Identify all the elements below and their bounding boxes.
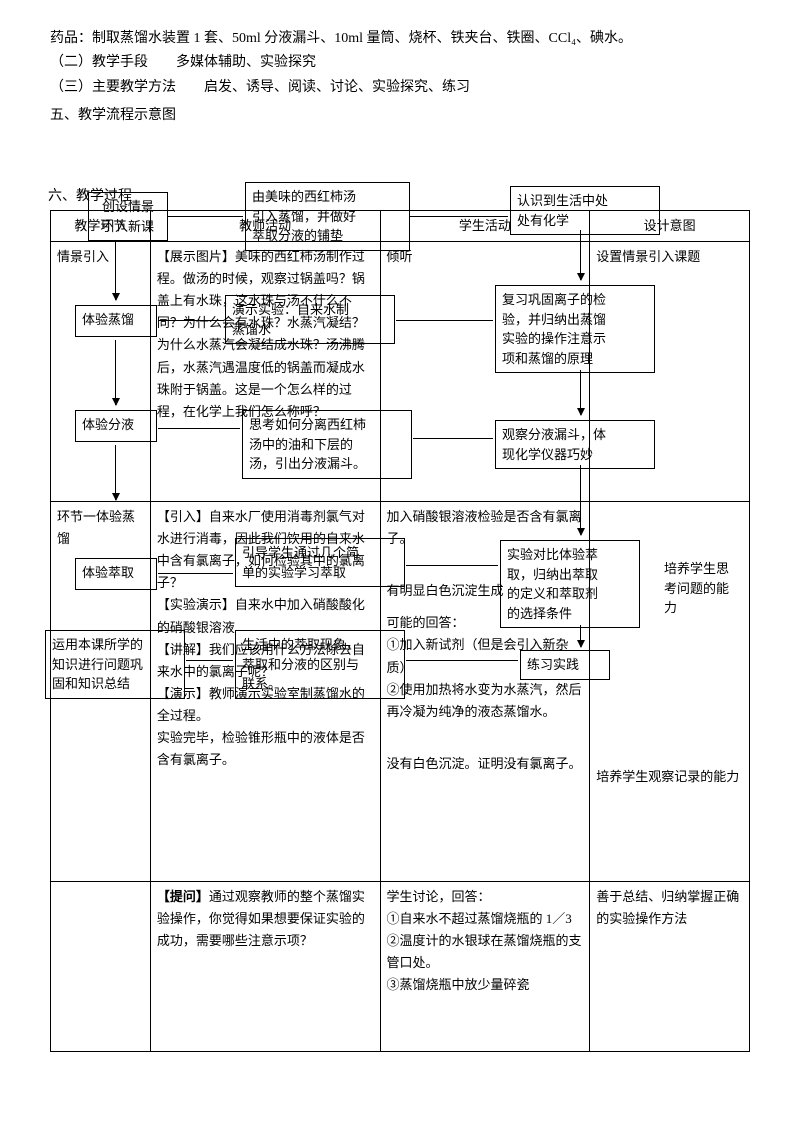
arrow-3: [115, 445, 116, 500]
flow-box-life-chem: 认识到生活中处 处有化学: [510, 186, 660, 235]
flow-box-tomato: 由美味的西红柿汤 引入蒸馏，并做好 萃取分液的铺垫: [245, 182, 410, 251]
flow-r3c: 的定义和萃取剂: [507, 584, 633, 604]
flow-m3b: 单的实验学习萃取: [242, 563, 398, 583]
hline-3: [158, 320, 223, 321]
flow-m2b: 汤中的油和下层的: [249, 435, 405, 455]
flow-m3a: 引导学生通过几个简: [242, 543, 398, 563]
intent-2: 培养学生观察记录的能力: [596, 766, 743, 788]
flow-r3b: 取，归纳出萃取: [507, 565, 633, 585]
flow-n1b: 引入新课: [95, 217, 161, 237]
cell-intent-3: 善于总结、归纳掌握正确的实验操作方法: [590, 882, 750, 1052]
arrow-2: [115, 340, 116, 405]
hline-6: [413, 438, 493, 439]
student-3d: ③蒸馏烧瓶中放少量碎瓷: [387, 974, 584, 996]
flow-r1b: 验，并归纳出蒸馏: [502, 310, 648, 330]
materials-line: 药品：制取蒸馏水装置 1 套、50ml 分液漏斗、10ml 量筒、烧杯、铁夹台、…: [50, 28, 750, 50]
flow-box-review-ion: 复习巩固离子的检 验，并归纳出蒸馏 实验的操作注意示 项和蒸馏的原理: [495, 285, 655, 373]
student-3c: ②温度计的水银球在蒸馏烧瓶的支管口处。: [387, 930, 584, 974]
flow-b4b: 知识进行问题巩: [52, 655, 178, 675]
cell-phase-empty: [51, 882, 151, 1052]
flow-m1b: 蒸馏水: [232, 320, 388, 340]
flow-r3x2: 考问题的能: [664, 579, 747, 599]
flow-m2c: 汤，引出分液漏斗。: [249, 454, 405, 474]
flow-box-guide-extract: 引导学生通过几个简 单的实验学习萃取: [235, 538, 405, 587]
cell-student-3: 学生讨论，回答： ①自来水不超过蒸馏烧瓶的 1／3 ②温度计的水银球在蒸馏烧瓶的…: [380, 882, 590, 1052]
flow-r3a: 实验对比体验萃: [507, 545, 633, 565]
flow-n2a: 由美味的西红柿汤: [252, 187, 403, 207]
hline-7: [158, 573, 233, 574]
flow-r2b: 现化学仪器巧妙: [502, 445, 648, 465]
flow-box-distill: 体验蒸馏: [75, 305, 157, 337]
flow-r1d: 项和蒸馏的原理: [502, 349, 648, 369]
arrow-r3: [580, 465, 581, 535]
flow-box-observe-funnel: 观察分液漏斗，体 现化学仪器巧妙: [495, 420, 655, 469]
flow-n2b: 引入蒸馏，并做好: [252, 207, 403, 227]
flow-box-demo-distill: 演示实验：自来水制 蒸馏水: [225, 295, 395, 344]
teacher-2e: 实验完毕，检验锥形瓶中的液体是否含有氯离子。: [157, 727, 374, 771]
flow-m4c: 联系。: [242, 674, 398, 694]
hline-9: [186, 660, 233, 661]
flow-box-compare-extract: 实验对比体验萃 取，归纳出萃取 的定义和萃取剂 的选择条件: [500, 540, 640, 628]
flow-box-think-sep: 思考如何分离西红柿 汤中的油和下层的 汤，引出分液漏斗。: [242, 410, 412, 479]
teaching-methods: （三）主要教学方法 启发、诱导、阅读、讨论、实验探究、练习: [50, 77, 750, 99]
flow-r3x1: 培养学生思: [664, 559, 747, 579]
hline-4: [396, 320, 493, 321]
flow-r1a: 复习巩固离子的检: [502, 290, 648, 310]
hline-8: [406, 565, 498, 566]
flow-m4a: 生活中的萃取现象，: [242, 635, 398, 655]
student-2e: ②使用加热将水变为水蒸汽，然后再冷凝为纯净的液态蒸馏水。: [387, 679, 584, 723]
arrow-r1: [580, 230, 581, 280]
arrow-r4: [580, 625, 581, 647]
flow-r3x3: 力: [664, 598, 747, 618]
flow-n3a: 认识到生活中处: [517, 191, 653, 211]
flow-r3d: 的选择条件: [507, 604, 633, 624]
arrow-1: [115, 240, 116, 300]
flow-box-extract: 体验萃取: [75, 558, 157, 590]
section-five: 五、教学流程示意图: [50, 105, 750, 127]
flow-box-think-ability: 培养学生思 考问题的能 力: [658, 555, 753, 622]
flow-n1a: 创设情景: [95, 197, 161, 217]
flow-box-liquid-sep: 体验分液: [75, 410, 157, 442]
flow-box-create-scene: 创设情景 引入新课: [88, 192, 168, 241]
flow-r2a: 观察分液漏斗，体: [502, 425, 648, 445]
cell-scene-intro: 情景引入: [51, 242, 151, 502]
student-3a: 学生讨论，回答：: [387, 886, 584, 908]
student-2f: 没有白色沉淀。证明没有氯离子。: [387, 753, 584, 775]
hline-1: [168, 216, 243, 217]
flow-m2a: 思考如何分离西红柿: [249, 415, 405, 435]
flow-n3b: 处有化学: [517, 211, 653, 231]
arrow-r2: [580, 370, 581, 415]
cell-teacher-3: 【提问】通过观察教师的整个蒸馏实验操作，你觉得如果想要保证实验的成功，需要哪些注…: [150, 882, 380, 1052]
hline-10: [406, 660, 518, 661]
flow-m1a: 演示实验：自来水制: [232, 300, 388, 320]
flow-b4c: 固和知识总结: [52, 674, 178, 694]
flow-n2c: 萃取分液的铺垫: [252, 226, 403, 246]
hline-5: [158, 428, 240, 429]
flow-m4b: 萃取和分液的区别与: [242, 655, 398, 675]
flow-box-life-extract: 生活中的萃取现象， 萃取和分液的区别与 联系。: [235, 630, 405, 699]
flow-box-practice: 练习实践: [520, 650, 610, 680]
hline-2: [410, 216, 508, 217]
diagram-area: 教学环节 教师活动 学生活动 设计意图 情景引入 【展示图片】美味的西红柿汤制作…: [50, 210, 750, 1090]
teaching-means: （二）教学手段 多媒体辅助、实验探究: [50, 52, 750, 74]
student-3b: ①自来水不超过蒸馏烧瓶的 1／3: [387, 908, 584, 930]
flow-b4a: 运用本课所学的: [52, 635, 178, 655]
flow-box-apply-knowledge: 运用本课所学的 知识进行问题巩 固和知识总结: [45, 630, 185, 699]
flow-r1c: 实验的操作注意示: [502, 329, 648, 349]
